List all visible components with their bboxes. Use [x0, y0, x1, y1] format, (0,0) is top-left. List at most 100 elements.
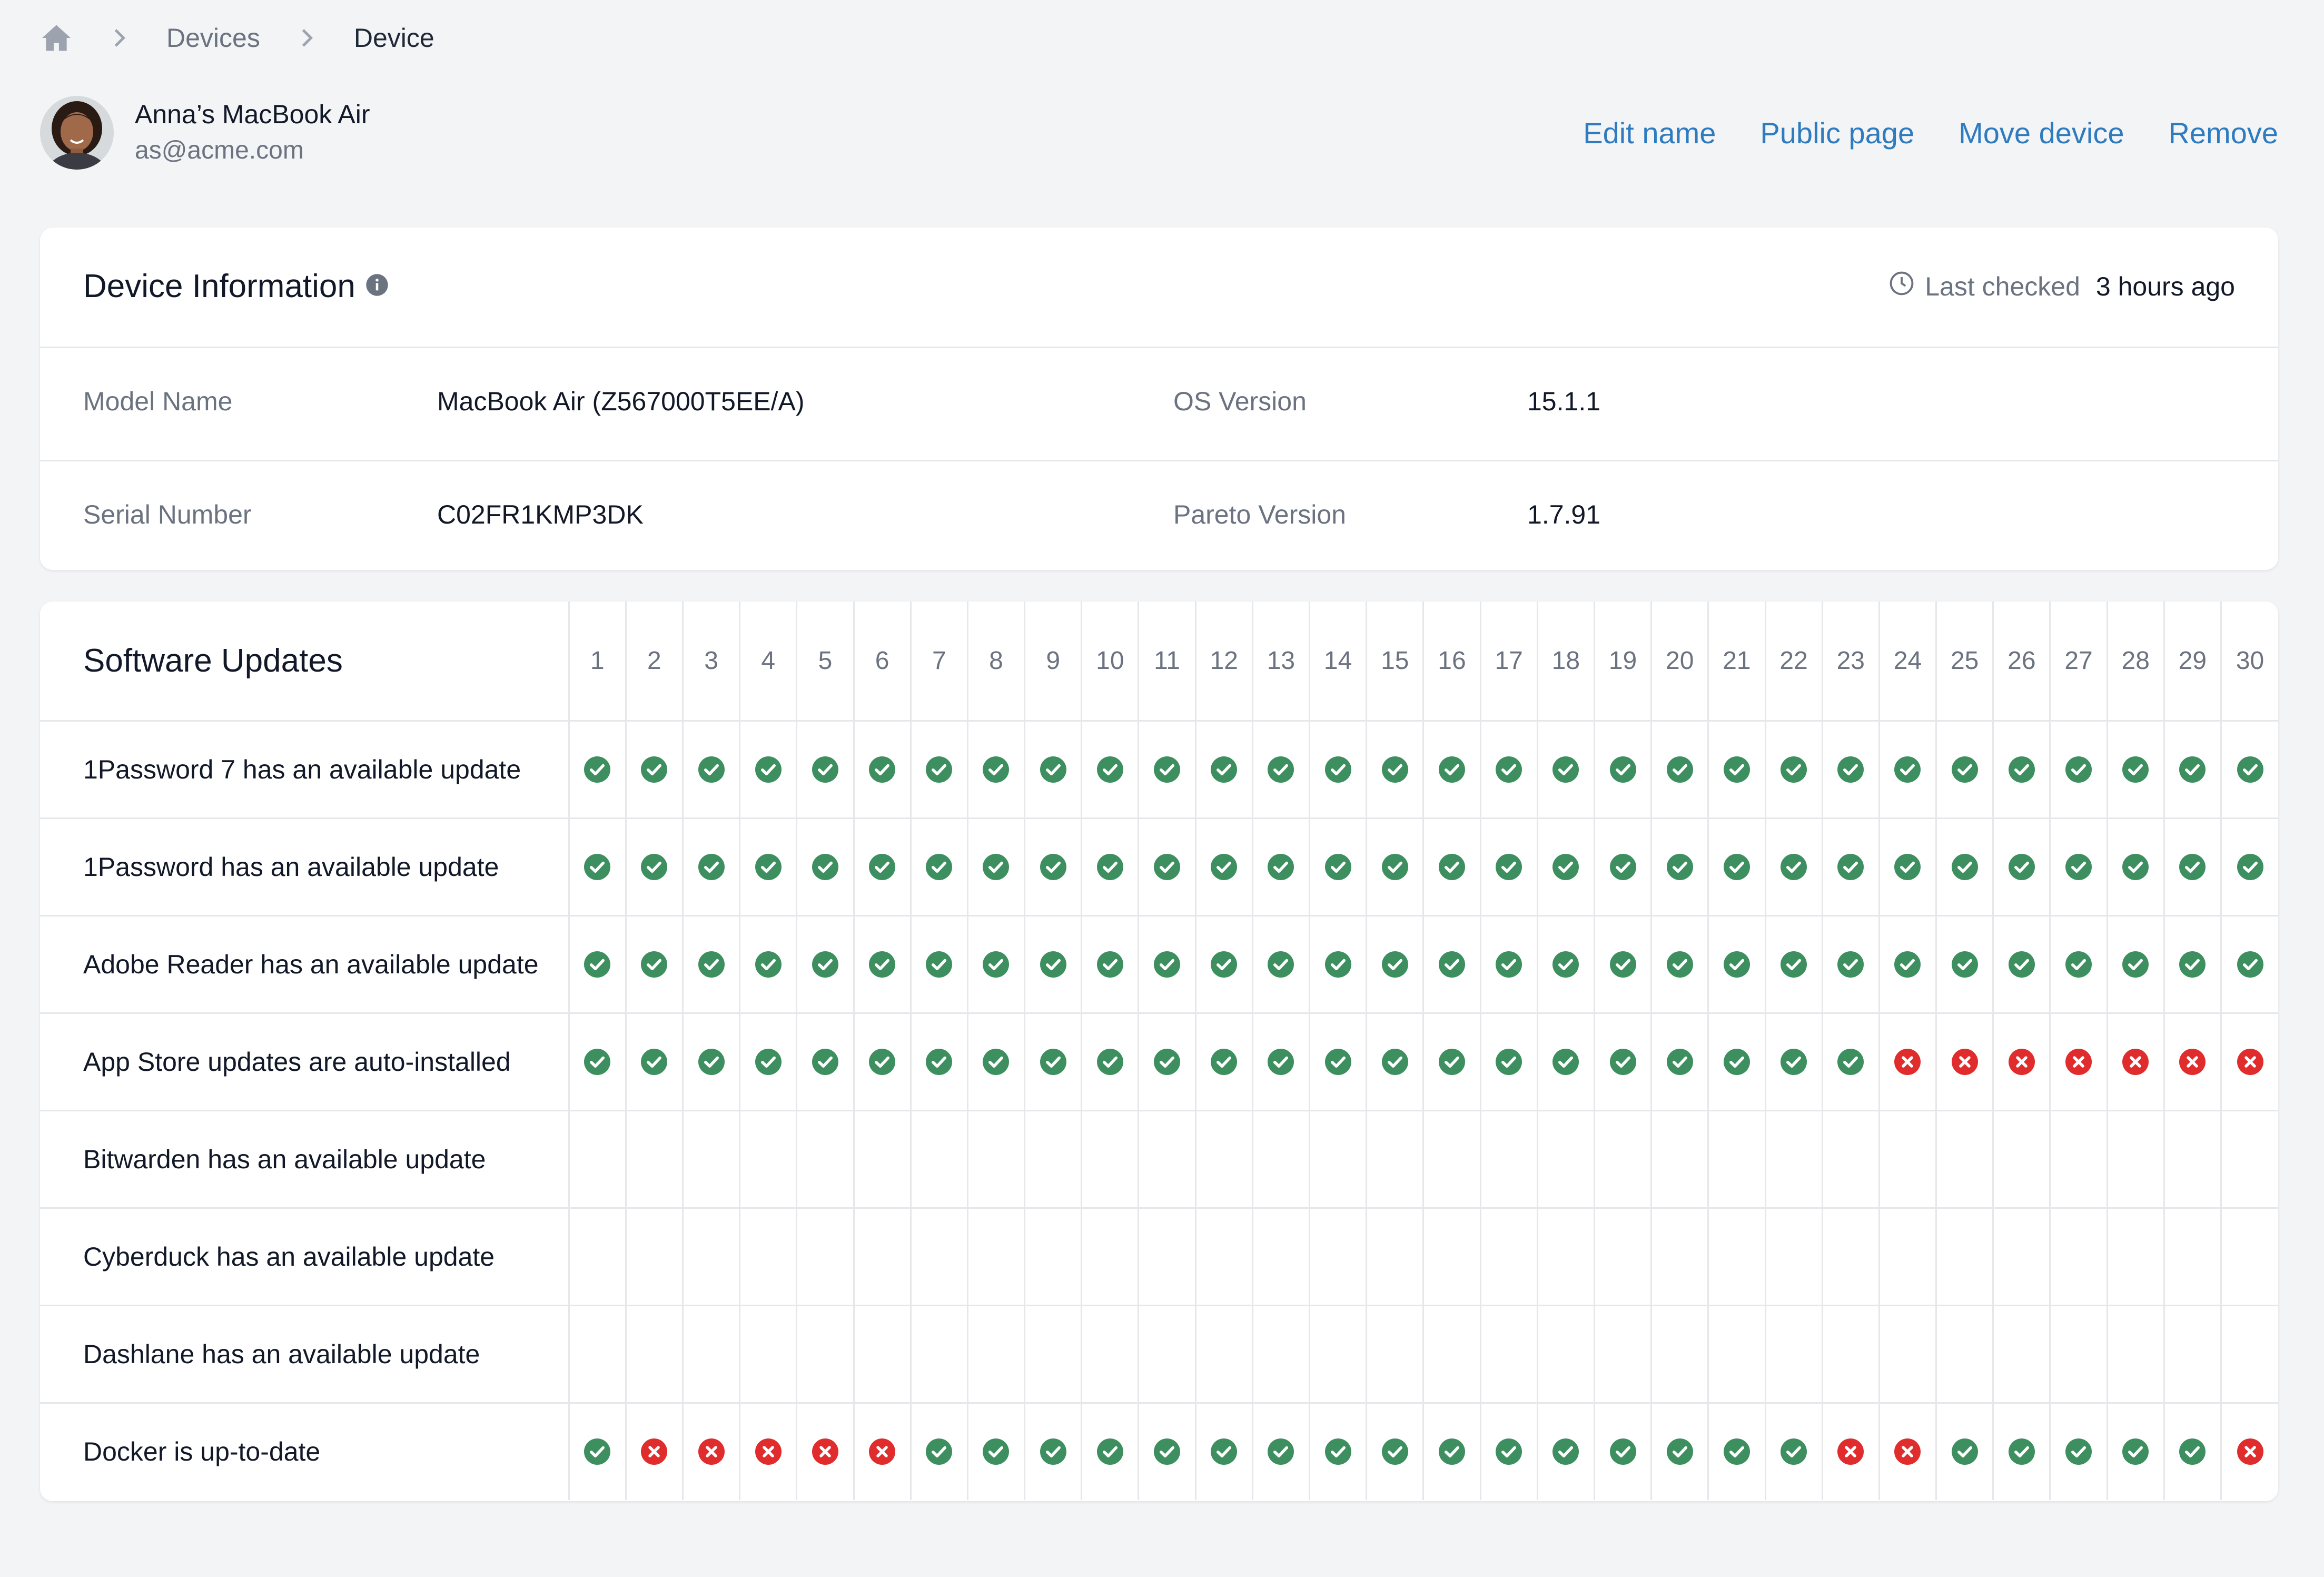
check-circle-icon[interactable] [1324, 1048, 1351, 1075]
check-circle-icon[interactable] [1154, 756, 1181, 783]
x-circle-icon[interactable] [1894, 1048, 1921, 1075]
check-circle-icon[interactable] [641, 853, 668, 880]
check-circle-icon[interactable] [812, 1048, 838, 1075]
check-circle-icon[interactable] [983, 756, 1010, 783]
x-circle-icon[interactable] [641, 1438, 668, 1465]
check-circle-icon[interactable] [1609, 756, 1636, 783]
check-circle-icon[interactable] [1496, 1048, 1522, 1075]
x-circle-icon[interactable] [2122, 1048, 2149, 1075]
check-circle-icon[interactable] [2179, 756, 2206, 783]
check-circle-icon[interactable] [926, 1438, 953, 1465]
check-circle-icon[interactable] [1438, 1438, 1465, 1465]
x-circle-icon[interactable] [1837, 1438, 1864, 1465]
check-circle-icon[interactable] [2122, 756, 2149, 783]
move-device-link[interactable]: Move device [1959, 116, 2124, 150]
check-circle-icon[interactable] [1324, 951, 1351, 978]
check-circle-icon[interactable] [1040, 951, 1066, 978]
check-circle-icon[interactable] [1096, 1438, 1123, 1465]
check-circle-icon[interactable] [698, 853, 725, 880]
check-circle-icon[interactable] [2008, 1438, 2035, 1465]
check-circle-icon[interactable] [1723, 853, 1750, 880]
check-circle-icon[interactable] [2237, 756, 2263, 783]
check-circle-icon[interactable] [1781, 951, 1807, 978]
check-circle-icon[interactable] [1837, 853, 1864, 880]
check-circle-icon[interactable] [1666, 1048, 1693, 1075]
check-circle-icon[interactable] [1609, 1048, 1636, 1075]
check-circle-icon[interactable] [2008, 951, 2035, 978]
check-circle-icon[interactable] [2179, 1438, 2206, 1465]
check-circle-icon[interactable] [1609, 853, 1636, 880]
check-circle-icon[interactable] [1666, 1438, 1693, 1465]
check-circle-icon[interactable] [1666, 853, 1693, 880]
check-circle-icon[interactable] [812, 756, 838, 783]
check-circle-icon[interactable] [1723, 1048, 1750, 1075]
check-circle-icon[interactable] [869, 853, 896, 880]
check-circle-icon[interactable] [2122, 1438, 2149, 1465]
x-circle-icon[interactable] [1894, 1438, 1921, 1465]
remove-link[interactable]: Remove [2168, 116, 2278, 150]
check-circle-icon[interactable] [1609, 951, 1636, 978]
public-page-link[interactable]: Public page [1760, 116, 1915, 150]
check-circle-icon[interactable] [1723, 756, 1750, 783]
home-icon[interactable] [40, 22, 73, 54]
check-circle-icon[interactable] [926, 951, 953, 978]
check-circle-icon[interactable] [1381, 1438, 1408, 1465]
check-circle-icon[interactable] [1040, 1438, 1066, 1465]
check-circle-icon[interactable] [1496, 853, 1522, 880]
edit-name-link[interactable]: Edit name [1583, 116, 1716, 150]
check-circle-icon[interactable] [698, 1048, 725, 1075]
check-circle-icon[interactable] [1552, 1438, 1579, 1465]
check-circle-icon[interactable] [1781, 1438, 1807, 1465]
check-circle-icon[interactable] [1381, 853, 1408, 880]
check-circle-icon[interactable] [1096, 1048, 1123, 1075]
check-circle-icon[interactable] [1154, 853, 1181, 880]
check-circle-icon[interactable] [698, 756, 725, 783]
check-circle-icon[interactable] [1096, 756, 1123, 783]
check-circle-icon[interactable] [755, 951, 782, 978]
check-circle-icon[interactable] [1096, 951, 1123, 978]
check-circle-icon[interactable] [1552, 1048, 1579, 1075]
check-circle-icon[interactable] [1781, 756, 1807, 783]
check-circle-icon[interactable] [1837, 951, 1864, 978]
check-circle-icon[interactable] [2122, 853, 2149, 880]
x-circle-icon[interactable] [2065, 1048, 2092, 1075]
check-circle-icon[interactable] [1096, 853, 1123, 880]
check-circle-icon[interactable] [1324, 1438, 1351, 1465]
check-circle-icon[interactable] [1723, 951, 1750, 978]
check-circle-icon[interactable] [1211, 951, 1238, 978]
check-circle-icon[interactable] [1837, 1048, 1864, 1075]
check-circle-icon[interactable] [1552, 756, 1579, 783]
check-circle-icon[interactable] [1894, 853, 1921, 880]
check-circle-icon[interactable] [1040, 756, 1066, 783]
check-circle-icon[interactable] [1666, 951, 1693, 978]
check-circle-icon[interactable] [926, 853, 953, 880]
check-circle-icon[interactable] [1040, 1048, 1066, 1075]
check-circle-icon[interactable] [1609, 1438, 1636, 1465]
check-circle-icon[interactable] [584, 853, 611, 880]
x-circle-icon[interactable] [698, 1438, 725, 1465]
check-circle-icon[interactable] [2179, 951, 2206, 978]
info-icon[interactable] [365, 268, 389, 305]
check-circle-icon[interactable] [1496, 1438, 1522, 1465]
check-circle-icon[interactable] [812, 853, 838, 880]
check-circle-icon[interactable] [983, 1438, 1010, 1465]
check-circle-icon[interactable] [698, 951, 725, 978]
check-circle-icon[interactable] [1268, 853, 1294, 880]
check-circle-icon[interactable] [1211, 1048, 1238, 1075]
x-circle-icon[interactable] [2008, 1048, 2035, 1075]
check-circle-icon[interactable] [1894, 756, 1921, 783]
check-circle-icon[interactable] [1324, 853, 1351, 880]
check-circle-icon[interactable] [2065, 951, 2092, 978]
check-circle-icon[interactable] [926, 756, 953, 783]
x-circle-icon[interactable] [869, 1438, 896, 1465]
check-circle-icon[interactable] [641, 951, 668, 978]
check-circle-icon[interactable] [1666, 756, 1693, 783]
check-circle-icon[interactable] [1781, 853, 1807, 880]
check-circle-icon[interactable] [1438, 951, 1465, 978]
check-circle-icon[interactable] [1268, 756, 1294, 783]
check-circle-icon[interactable] [1211, 1438, 1238, 1465]
check-circle-icon[interactable] [1781, 1048, 1807, 1075]
check-circle-icon[interactable] [2179, 853, 2206, 880]
check-circle-icon[interactable] [584, 756, 611, 783]
check-circle-icon[interactable] [1552, 853, 1579, 880]
